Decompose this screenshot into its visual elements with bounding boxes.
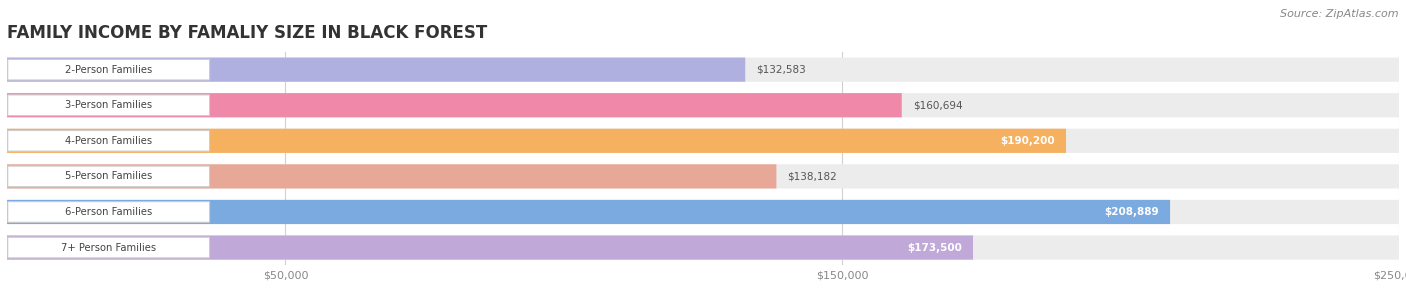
FancyBboxPatch shape: [7, 58, 1399, 82]
Text: 6-Person Families: 6-Person Families: [65, 207, 152, 217]
FancyBboxPatch shape: [7, 164, 1399, 188]
FancyBboxPatch shape: [7, 200, 1399, 224]
FancyBboxPatch shape: [7, 129, 1066, 153]
Text: 2-Person Families: 2-Person Families: [65, 65, 152, 75]
FancyBboxPatch shape: [7, 131, 209, 151]
Text: 3-Person Families: 3-Person Families: [65, 100, 152, 110]
Text: $208,889: $208,889: [1104, 207, 1159, 217]
Text: $190,200: $190,200: [1000, 136, 1054, 146]
FancyBboxPatch shape: [7, 95, 209, 116]
FancyBboxPatch shape: [7, 93, 901, 117]
FancyBboxPatch shape: [7, 235, 1399, 260]
FancyBboxPatch shape: [7, 59, 209, 80]
FancyBboxPatch shape: [7, 200, 1170, 224]
FancyBboxPatch shape: [7, 237, 209, 258]
Text: 5-Person Families: 5-Person Families: [65, 171, 152, 181]
FancyBboxPatch shape: [7, 166, 209, 187]
Text: Source: ZipAtlas.com: Source: ZipAtlas.com: [1281, 9, 1399, 19]
FancyBboxPatch shape: [7, 93, 1399, 117]
Text: $138,182: $138,182: [787, 171, 838, 181]
Text: FAMILY INCOME BY FAMALIY SIZE IN BLACK FOREST: FAMILY INCOME BY FAMALIY SIZE IN BLACK F…: [7, 24, 488, 42]
FancyBboxPatch shape: [7, 235, 973, 260]
Text: 4-Person Families: 4-Person Families: [65, 136, 152, 146]
Text: 7+ Person Families: 7+ Person Families: [60, 242, 156, 253]
Text: $160,694: $160,694: [912, 100, 963, 110]
FancyBboxPatch shape: [7, 129, 1399, 153]
FancyBboxPatch shape: [7, 58, 745, 82]
Text: $132,583: $132,583: [756, 65, 806, 75]
FancyBboxPatch shape: [7, 164, 776, 188]
FancyBboxPatch shape: [7, 202, 209, 222]
Text: $173,500: $173,500: [907, 242, 962, 253]
